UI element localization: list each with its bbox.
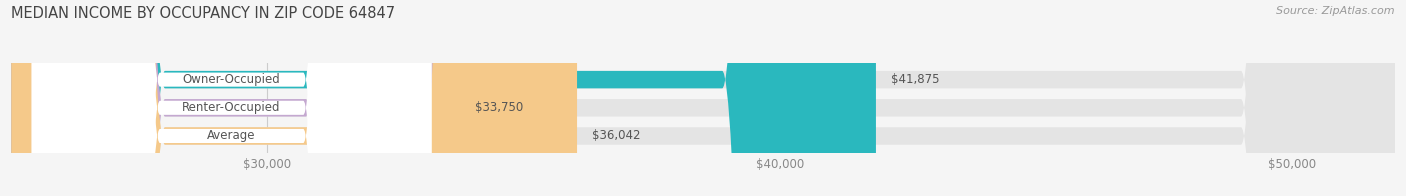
FancyBboxPatch shape (11, 0, 1395, 196)
FancyBboxPatch shape (11, 0, 876, 196)
Text: Owner-Occupied: Owner-Occupied (183, 73, 280, 86)
FancyBboxPatch shape (11, 0, 460, 196)
FancyBboxPatch shape (32, 0, 432, 196)
Text: Renter-Occupied: Renter-Occupied (183, 101, 281, 114)
FancyBboxPatch shape (32, 0, 432, 196)
Text: $41,875: $41,875 (891, 73, 939, 86)
FancyBboxPatch shape (11, 0, 576, 196)
Text: Average: Average (207, 130, 256, 142)
FancyBboxPatch shape (11, 0, 1395, 196)
FancyBboxPatch shape (11, 0, 1395, 196)
FancyBboxPatch shape (32, 0, 432, 196)
Text: $36,042: $36,042 (592, 130, 641, 142)
Text: Source: ZipAtlas.com: Source: ZipAtlas.com (1277, 6, 1395, 16)
Text: $33,750: $33,750 (475, 101, 523, 114)
Text: MEDIAN INCOME BY OCCUPANCY IN ZIP CODE 64847: MEDIAN INCOME BY OCCUPANCY IN ZIP CODE 6… (11, 6, 395, 21)
